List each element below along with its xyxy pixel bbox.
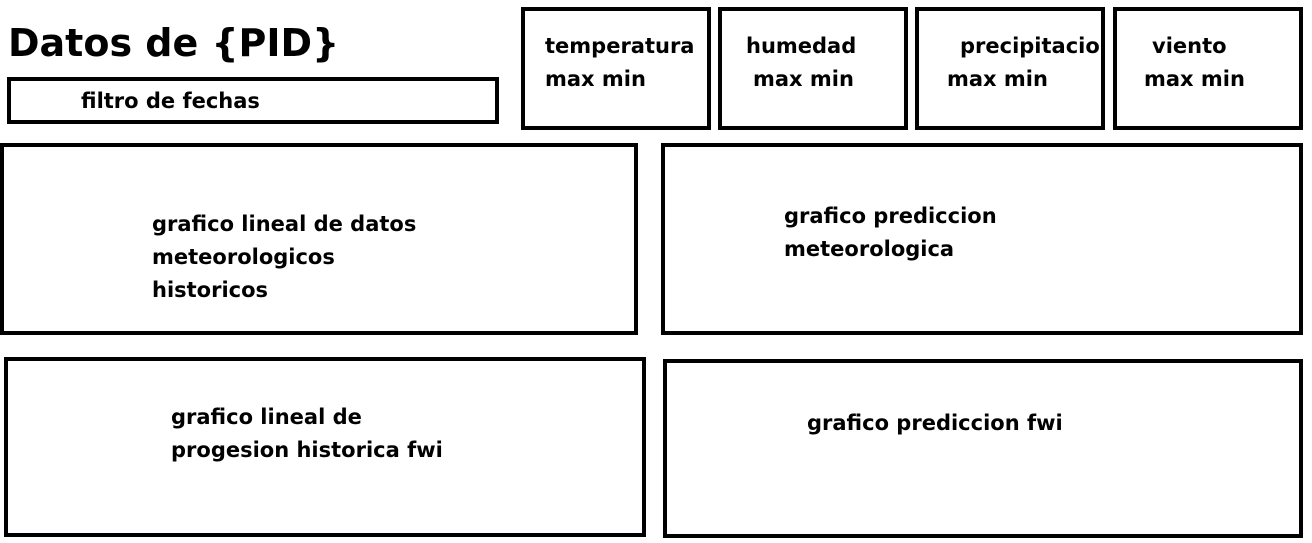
historical-fwi-chart-label-2: progesion historica fwi: [171, 438, 443, 462]
wind-card-title: viento: [1152, 34, 1227, 58]
date-filter[interactable]: filtro de fechas: [7, 77, 499, 124]
temperature-card-range: max min: [545, 67, 646, 91]
wind-card-range: max min: [1144, 67, 1245, 91]
temperature-card-title: temperatura: [545, 34, 695, 58]
precipitation-card-range: max min: [947, 67, 1048, 91]
weather-forecast-chart-label-1: grafico prediccion: [784, 204, 997, 228]
historical-weather-chart: grafico lineal de datos meteorologicos h…: [0, 143, 638, 335]
historical-weather-chart-label-2: meteorologicos: [152, 245, 335, 269]
wind-card: viento max min: [1113, 7, 1303, 130]
page-title: Datos de {PID}: [8, 21, 340, 65]
historical-fwi-chart-label-1: grafico lineal de: [171, 405, 362, 429]
date-filter-label: filtro de fechas: [81, 89, 260, 113]
weather-forecast-chart: grafico prediccion meteorologica: [661, 143, 1303, 335]
humidity-card: humedad max min: [718, 7, 908, 130]
historical-fwi-chart: grafico lineal de progesion historica fw…: [4, 357, 646, 537]
fwi-forecast-chart-label-1: grafico prediccion fwi: [807, 411, 1063, 435]
humidity-card-title: humedad: [746, 34, 857, 58]
historical-weather-chart-label-3: historicos: [152, 278, 269, 302]
weather-forecast-chart-label-2: meteorologica: [784, 237, 955, 261]
fwi-forecast-chart: grafico prediccion fwi: [663, 359, 1303, 538]
precipitation-card-title: precipitacion: [960, 34, 1105, 58]
humidity-card-range: max min: [753, 67, 854, 91]
historical-weather-chart-label-1: grafico lineal de datos: [152, 212, 417, 236]
precipitation-card: precipitacion max min: [915, 7, 1105, 130]
temperature-card: temperatura max min: [521, 7, 711, 130]
